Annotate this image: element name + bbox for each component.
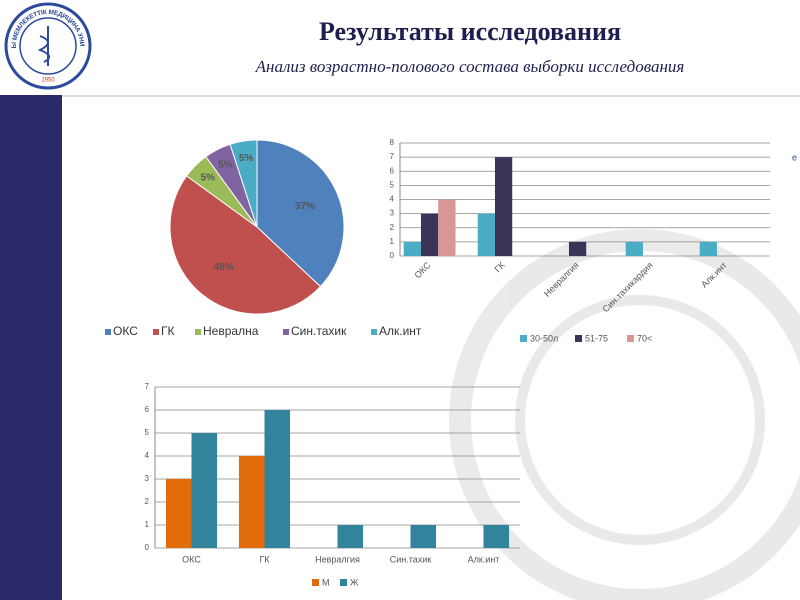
legend-swatch xyxy=(627,335,634,342)
y-tick-label: 7 xyxy=(390,152,395,161)
bar xyxy=(438,199,456,256)
bar xyxy=(337,525,364,548)
bar xyxy=(699,241,717,256)
legend-label: Ж xyxy=(350,577,359,587)
legend-swatch xyxy=(195,329,201,335)
data-label: 5% xyxy=(218,160,233,171)
x-tick-label: ОКС xyxy=(182,554,201,564)
x-tick-label: Алк.инт xyxy=(468,554,500,564)
y-tick-label: 7 xyxy=(145,382,150,391)
x-tick-label: Син.тахик xyxy=(390,554,432,564)
y-tick-label: 2 xyxy=(390,223,395,232)
legend-label: ГК xyxy=(161,324,175,338)
y-tick-label: 3 xyxy=(145,474,150,483)
legend-label: 70< xyxy=(637,333,652,343)
y-tick-label: 4 xyxy=(390,195,395,204)
bar xyxy=(410,525,437,548)
legend-swatch xyxy=(340,579,347,586)
y-tick-label: 5 xyxy=(145,428,150,437)
legend-label: 51-75 xyxy=(585,333,608,343)
legend-label: Син.тахик xyxy=(291,324,347,338)
bar xyxy=(403,241,421,256)
data-label: 37% xyxy=(295,201,315,212)
legend-swatch xyxy=(371,329,377,335)
logo: ҚАРАҒАНДЫ МЕМЛЕКЕТТІК МЕДИЦИНА УНИВЕРСИТ… xyxy=(0,0,92,90)
x-tick-label: Невралгия xyxy=(315,554,360,564)
title: Результаты исследования xyxy=(319,17,621,46)
x-tick-label: ГК xyxy=(259,554,270,564)
legend-swatch xyxy=(312,579,319,586)
bar xyxy=(625,241,643,256)
legend-label: 30-50л xyxy=(530,333,558,343)
legend-label: ОКС xyxy=(113,324,138,338)
y-tick-label: 6 xyxy=(390,166,395,175)
legend-label: Неврална xyxy=(203,324,259,338)
data-label: 5% xyxy=(201,172,216,183)
bar xyxy=(165,479,192,548)
legend-swatch xyxy=(153,329,159,335)
y-tick-label: 0 xyxy=(390,251,395,260)
data-label: 48% xyxy=(214,262,234,273)
y-tick-label: 1 xyxy=(145,520,150,529)
bar xyxy=(494,157,513,256)
bar xyxy=(264,410,291,548)
legend-swatch xyxy=(520,335,527,342)
legend-swatch xyxy=(283,329,289,335)
y-tick-label: 3 xyxy=(390,209,395,218)
y-tick-label: 8 xyxy=(390,138,395,147)
data-label: 5% xyxy=(239,153,254,164)
bar xyxy=(238,456,265,548)
bar xyxy=(191,433,218,548)
subtitle: Анализ возрастно-полового состава выборк… xyxy=(255,57,685,76)
bar xyxy=(420,213,439,256)
bar xyxy=(477,213,495,256)
side-stripe xyxy=(0,95,62,600)
y-tick-label: 1 xyxy=(390,237,395,246)
bar xyxy=(483,525,510,548)
legend-swatch xyxy=(575,335,582,342)
pie-slice xyxy=(169,175,322,315)
legend-label: М xyxy=(322,577,330,587)
y-tick-label: 5 xyxy=(390,180,395,189)
annotation: е xyxy=(792,152,797,162)
y-tick-label: 0 xyxy=(145,543,150,552)
pie-slice xyxy=(256,139,345,288)
legend-swatch xyxy=(105,329,111,335)
pie-slice xyxy=(229,139,258,228)
y-tick-label: 4 xyxy=(145,451,150,460)
bar xyxy=(568,241,587,256)
legend-label: Алк.инт xyxy=(379,324,422,338)
logo-year: 1950 xyxy=(41,78,55,84)
y-tick-label: 6 xyxy=(145,405,150,414)
y-tick-label: 2 xyxy=(145,497,150,506)
watermark xyxy=(449,229,800,600)
